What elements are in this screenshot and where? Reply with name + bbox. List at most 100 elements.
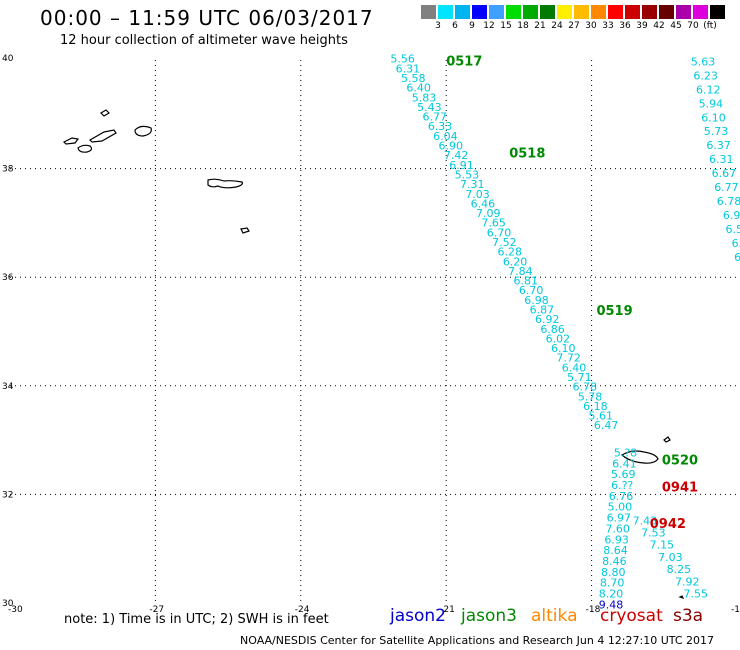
legend-label: 15 — [500, 21, 512, 31]
y-tick-label: 30 — [2, 599, 14, 609]
swh-value: 9.48 — [599, 598, 624, 611]
legend-swatch — [625, 5, 640, 19]
swh-value: 6.77 — [422, 111, 447, 124]
island-outline — [100, 109, 110, 117]
swh-value: 6.47 — [594, 419, 619, 432]
x-tick-label: -24 — [295, 605, 310, 615]
time-label: 0517 — [446, 54, 482, 69]
y-tick-label: 34 — [2, 382, 14, 392]
swh-value: 5.43 — [417, 101, 442, 114]
axis-ticks: -30 -27 -24 -21 -18 -15 40 38 36 34 32 30 — [2, 54, 740, 615]
swh-value: 6.78 — [572, 381, 597, 394]
legend-swatch — [608, 5, 623, 19]
swh-value: 6.10 — [551, 342, 576, 355]
swh-value: 5.94 — [699, 97, 724, 110]
x-tick-label: -27 — [149, 605, 164, 615]
legend-label: 36 — [619, 21, 631, 31]
swh-value: 5.00 — [608, 501, 633, 514]
swh-value: 5.73 — [704, 125, 729, 138]
swh-value: 6.93 — [604, 533, 629, 546]
legend-swatch — [659, 5, 674, 19]
time-labels: 0517 0518 0519 0520 0941 0942 — [446, 54, 698, 532]
time-label: 0519 — [596, 304, 632, 319]
swh-value: 6.81 — [514, 275, 539, 288]
time-label: 0941 — [662, 481, 698, 496]
swh-value: 6.40 — [406, 82, 431, 95]
legend-label: 12 — [483, 21, 495, 31]
legend-label: 3 — [435, 21, 441, 31]
swh-value: 8.80 — [601, 566, 626, 579]
legend-label: 39 — [636, 21, 648, 31]
swh-value: 5.56 — [390, 53, 415, 66]
swh-value: 7.03 — [658, 551, 683, 564]
swh-value: 6.97 — [607, 512, 632, 525]
island-outline — [134, 125, 152, 137]
swh-value: 6. — [734, 251, 740, 264]
satellite-jason3: jason3 — [461, 606, 517, 626]
swh-value: 7.84 — [508, 265, 533, 278]
swh-value: 7.31 — [460, 178, 485, 191]
swh-value: 5.69 — [611, 468, 636, 481]
swh-value: 7.92 — [675, 575, 700, 588]
legend-swatch — [506, 5, 521, 19]
swh-value: 7.09 — [476, 207, 501, 220]
swh-value: 6.04 — [433, 130, 458, 143]
swh-value: 8.46 — [602, 555, 627, 568]
chart-title: 00:00 – 11:59 UTC 06/03/2017 — [40, 6, 374, 30]
swh-value: 6.86 — [540, 323, 565, 336]
swh-value: 6.10 — [701, 111, 726, 124]
swh-value: 6.31 — [396, 62, 421, 75]
chart-subtitle: 12 hour collection of altimeter wave hei… — [60, 33, 348, 48]
swh-value: 6.9 — [723, 209, 740, 222]
island-outline — [663, 436, 671, 443]
swh-value: 7.72 — [556, 352, 581, 365]
swh-value: 6.90 — [439, 140, 464, 153]
legend-swatch — [438, 5, 453, 19]
swh-value: 5.83 — [412, 91, 437, 104]
legend-label: 6 — [452, 21, 458, 31]
time-label: 0520 — [662, 454, 698, 469]
swh-value: 7.52 — [492, 236, 517, 249]
island-outline — [207, 178, 243, 189]
swh-value: 6.76 — [609, 490, 634, 503]
legend-label: 70 — [687, 21, 699, 31]
swh-value: 6.91 — [449, 159, 474, 172]
swh-value: 7.53 — [641, 526, 666, 539]
swh-value: 7.03 — [465, 188, 490, 201]
island-outline — [62, 137, 80, 145]
legend-label: 9 — [469, 21, 475, 31]
swh-value: 6.31 — [709, 153, 734, 166]
satellite-jason2: jason2 — [390, 606, 446, 626]
y-tick-label: 36 — [2, 273, 14, 283]
swh-value: 7.55 — [684, 588, 709, 601]
swh-value: 8.20 — [599, 588, 624, 601]
swh-value: 5.?8 — [614, 446, 637, 459]
swh-value: 5.78 — [578, 390, 603, 403]
time-label: 0518 — [509, 147, 545, 162]
footer-note: note: 1) Time is in UTC; 2) SWH is in fe… — [64, 612, 329, 627]
swh-value: 6.40 — [562, 361, 587, 374]
legend-label: 30 — [585, 21, 597, 31]
y-tick-label: 40 — [2, 54, 14, 64]
swh-value: 6.87 — [530, 303, 555, 316]
legend-label: 27 — [568, 21, 580, 31]
swh-value: 5.53 — [455, 168, 480, 181]
legend-swatch — [557, 5, 572, 19]
y-tick-label: 32 — [2, 490, 13, 500]
swh-value: 6.37 — [706, 139, 731, 152]
swh-value: 7.15 — [650, 539, 675, 552]
legend-swatch — [472, 5, 487, 19]
swh-value: 7.60 — [605, 522, 630, 535]
swh-value: 6.23 — [693, 69, 718, 82]
legend-label: 18 — [517, 21, 529, 31]
legend-swatch — [676, 5, 691, 19]
legend-swatch — [540, 5, 555, 19]
x-tick-label: -30 — [8, 605, 23, 615]
legend-label: 24 — [551, 21, 563, 31]
legend-label: (ft) — [703, 21, 717, 31]
swh-value: 7.43 — [633, 514, 658, 527]
swh-value: 6.70 — [519, 284, 544, 297]
swh-value: 6.70 — [487, 226, 512, 239]
swh-value: 6.20 — [503, 255, 528, 268]
swh-value: 6.?? — [611, 479, 633, 492]
